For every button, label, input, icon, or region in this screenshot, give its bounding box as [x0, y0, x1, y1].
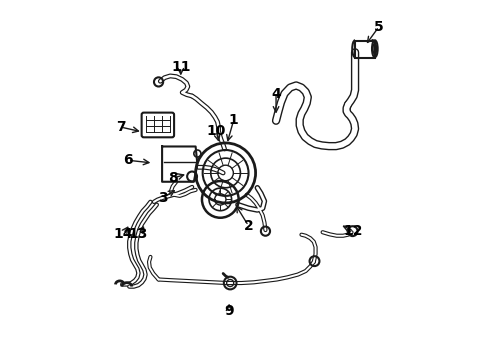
Text: 10: 10	[206, 123, 226, 138]
Text: 11: 11	[171, 60, 191, 74]
Text: 5: 5	[374, 19, 384, 33]
Text: 8: 8	[168, 171, 177, 185]
Text: 3: 3	[158, 191, 168, 204]
Text: 6: 6	[123, 153, 133, 167]
Text: 12: 12	[344, 224, 364, 238]
Text: 13: 13	[129, 227, 148, 240]
Text: 7: 7	[116, 120, 125, 134]
Text: 14: 14	[114, 227, 133, 240]
Text: 1: 1	[229, 113, 239, 127]
Text: 4: 4	[271, 86, 281, 100]
Text: 2: 2	[244, 219, 253, 233]
Text: 9: 9	[224, 303, 234, 318]
